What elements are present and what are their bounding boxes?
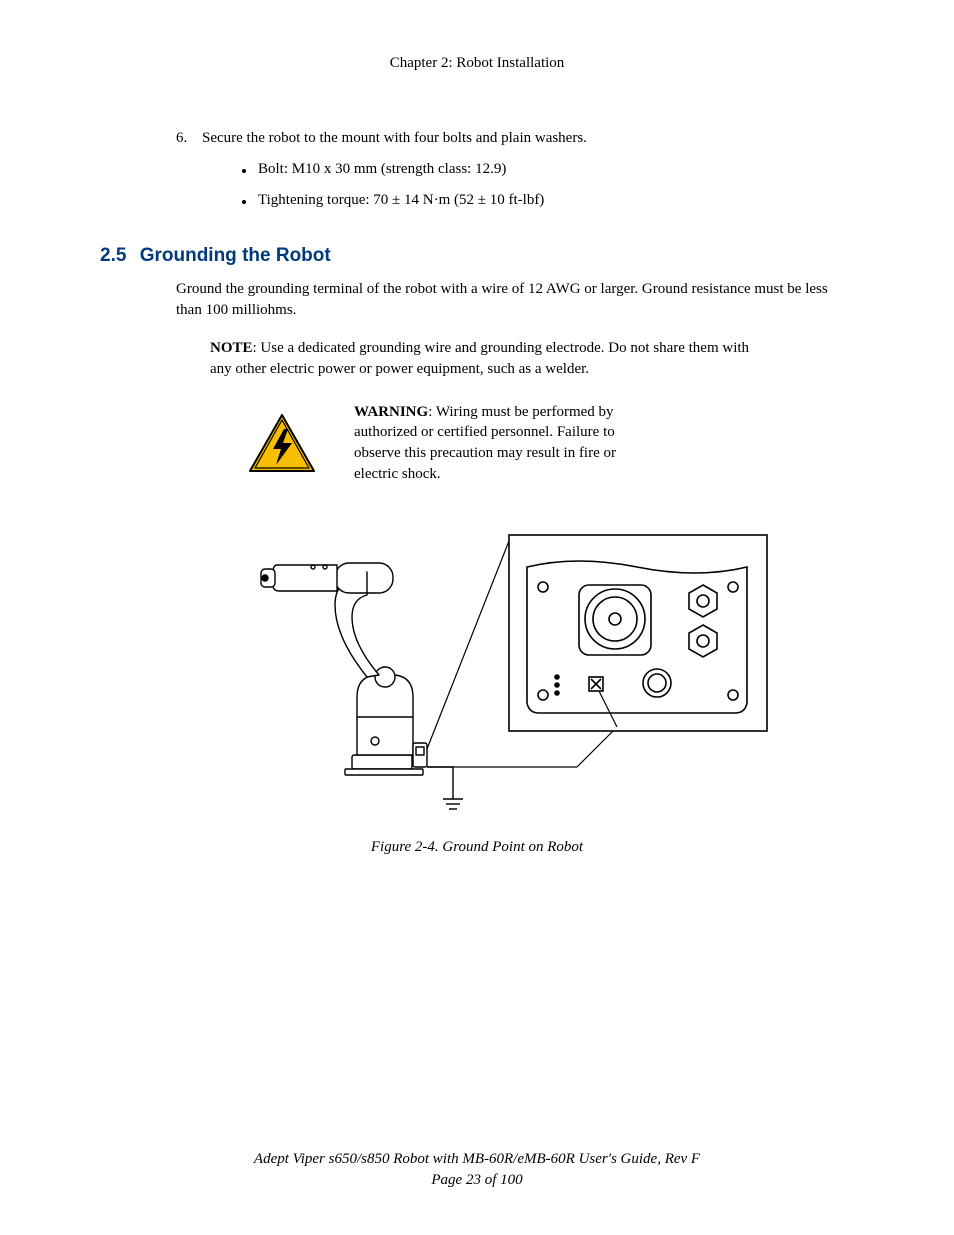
document-page: Chapter 2: Robot Installation 6. Secure …	[0, 0, 954, 1235]
electrical-warning-icon	[248, 413, 316, 473]
list-number: 6.	[176, 130, 190, 147]
note-block: NOTE: Use a dedicated grounding wire and…	[100, 338, 854, 379]
warning-block: WARNING: Wiring must be performed by aut…	[100, 402, 854, 485]
step-6-block: 6. Secure the robot to the mount with fo…	[100, 130, 854, 209]
section-heading-2-5: 2.5 Grounding the Robot	[100, 245, 854, 267]
ground-point-diagram	[217, 527, 777, 817]
section-number: 2.5	[100, 245, 126, 266]
section-body-paragraph: Ground the grounding terminal of the rob…	[100, 279, 854, 320]
footer-page-number: Page 23 of 100	[0, 1170, 954, 1191]
bullet-item: Bolt: M10 x 30 mm (strength class: 12.9)	[242, 161, 854, 178]
figure-caption: Figure 2-4. Ground Point on Robot	[100, 839, 854, 856]
note-text: : Use a dedicated grounding wire and gro…	[210, 340, 749, 377]
section-title: Grounding the Robot	[140, 245, 331, 266]
figure-2-4	[100, 527, 854, 817]
bullet-item: Tightening torque: 70 ± 14 N·m (52 ± 10 …	[242, 192, 854, 209]
warning-text-block: WARNING: Wiring must be performed by aut…	[354, 402, 654, 485]
bullet-list: Bolt: M10 x 30 mm (strength class: 12.9)…	[176, 161, 854, 209]
list-text: Secure the robot to the mount with four …	[202, 130, 587, 147]
warning-label: WARNING	[354, 404, 428, 420]
chapter-header: Chapter 2: Robot Installation	[100, 55, 854, 72]
list-item-6: 6. Secure the robot to the mount with fo…	[176, 130, 854, 147]
footer-guide-title: Adept Viper s650/s850 Robot with MB-60R/…	[0, 1149, 954, 1170]
note-label: NOTE	[210, 340, 253, 356]
page-footer: Adept Viper s650/s850 Robot with MB-60R/…	[0, 1149, 954, 1191]
